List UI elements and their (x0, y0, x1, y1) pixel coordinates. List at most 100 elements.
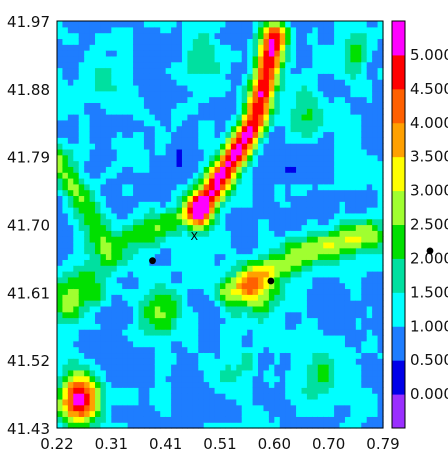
heatmap-cell (247, 224, 254, 231)
heatmap-cell (377, 26, 384, 34)
heatmap-cell (323, 236, 330, 243)
heatmap-cell (176, 189, 183, 197)
heatmap-cell (312, 364, 319, 371)
heatmap-cell (236, 329, 243, 336)
heatmap-cell (187, 393, 194, 400)
heatmap-cell (268, 416, 275, 423)
heatmap-cell (306, 311, 313, 319)
heatmap-cell (203, 276, 210, 284)
heatmap-cell (73, 79, 80, 86)
heatmap-cell (143, 55, 150, 63)
heatmap-cell (301, 148, 308, 156)
x-tick-label: 0.22 (40, 435, 73, 453)
heatmap-cell (149, 201, 156, 208)
heatmap-cell (133, 375, 140, 383)
heatmap-cell (279, 212, 286, 220)
heatmap-cell (350, 160, 357, 167)
heatmap-cell (361, 44, 368, 51)
heatmap-cell (247, 404, 254, 412)
heatmap-cell (122, 114, 129, 121)
heatmap-cell (312, 96, 319, 103)
heatmap-cell (143, 90, 150, 98)
heatmap-cell (149, 172, 156, 179)
heatmap-cell (176, 311, 183, 319)
heatmap-cell (111, 247, 118, 255)
heatmap-cell (285, 207, 292, 214)
heatmap-cell (203, 172, 210, 179)
heatmap-cell (361, 294, 368, 301)
heatmap-cell (263, 305, 270, 313)
plot-frame (56, 20, 384, 429)
heatmap-cell (252, 294, 259, 301)
heatmap-cell (84, 334, 91, 342)
heatmap-cell (344, 218, 351, 226)
heatmap-cell (252, 422, 259, 429)
heatmap-cell (111, 218, 118, 226)
heatmap-cell (181, 55, 188, 63)
heatmap-cell (366, 79, 373, 86)
heatmap-cell (334, 160, 341, 167)
heatmap-cell (241, 352, 248, 359)
heatmap-cell (344, 32, 351, 40)
heatmap-cell (57, 282, 64, 290)
heatmap-cell (301, 67, 308, 74)
heatmap-cell (258, 172, 265, 179)
heatmap-cell (301, 230, 308, 237)
heatmap-cell (100, 119, 107, 127)
heatmap-cell (62, 21, 69, 28)
heatmap-cell (78, 300, 85, 307)
heatmap-cell (268, 84, 275, 92)
heatmap-cell (350, 236, 357, 243)
heatmap-cell (225, 422, 232, 429)
heatmap-cell (355, 230, 362, 237)
heatmap-cell (344, 79, 351, 86)
heatmap-cell (143, 183, 150, 191)
heatmap-cell (296, 340, 303, 348)
heatmap-cell (355, 398, 362, 406)
heatmap-cell (181, 404, 188, 412)
heatmap-cell (268, 183, 275, 191)
heatmap-cell (143, 352, 150, 359)
heatmap-cell (339, 422, 346, 429)
heatmap-cell (252, 108, 259, 115)
heatmap-cell (214, 79, 221, 86)
heatmap-cell (268, 253, 275, 260)
heatmap-cell (95, 340, 102, 348)
heatmap-cell (290, 73, 297, 80)
heatmap-cell (339, 271, 346, 278)
heatmap-cell (366, 393, 373, 400)
heatmap-cell (220, 369, 227, 377)
heatmap-cell (105, 259, 112, 266)
heatmap-cell (247, 172, 254, 179)
heatmap-cell (143, 154, 150, 162)
heatmap-cell (339, 282, 346, 290)
heatmap-cell (138, 259, 145, 266)
heatmap-cell (78, 358, 85, 365)
heatmap-cell (366, 329, 373, 336)
heatmap-cell (344, 160, 351, 167)
heatmap-cell (263, 201, 270, 208)
heatmap-cell (165, 294, 172, 301)
heatmap-cell (339, 125, 346, 133)
heatmap-cell (236, 137, 243, 144)
heatmap-cell (344, 230, 351, 237)
heatmap-cell (350, 387, 357, 394)
heatmap-cell (350, 183, 357, 191)
heatmap-cell (138, 393, 145, 400)
heatmap-cell (133, 154, 140, 162)
heatmap-cell (176, 300, 183, 307)
heatmap-cell (290, 271, 297, 278)
heatmap-cell (198, 137, 205, 144)
heatmap-cell (111, 119, 118, 127)
heatmap-cell (192, 108, 199, 115)
heatmap-cell (296, 166, 303, 173)
heatmap-cell (296, 73, 303, 80)
heatmap-cell (111, 195, 118, 202)
heatmap-cell (377, 67, 384, 74)
colorbar-band (392, 190, 405, 225)
heatmap-cell (160, 241, 167, 249)
heatmap-cell (165, 38, 172, 45)
heatmap-cell (236, 305, 243, 313)
heatmap-cell (263, 195, 270, 202)
heatmap-cell (344, 108, 351, 115)
